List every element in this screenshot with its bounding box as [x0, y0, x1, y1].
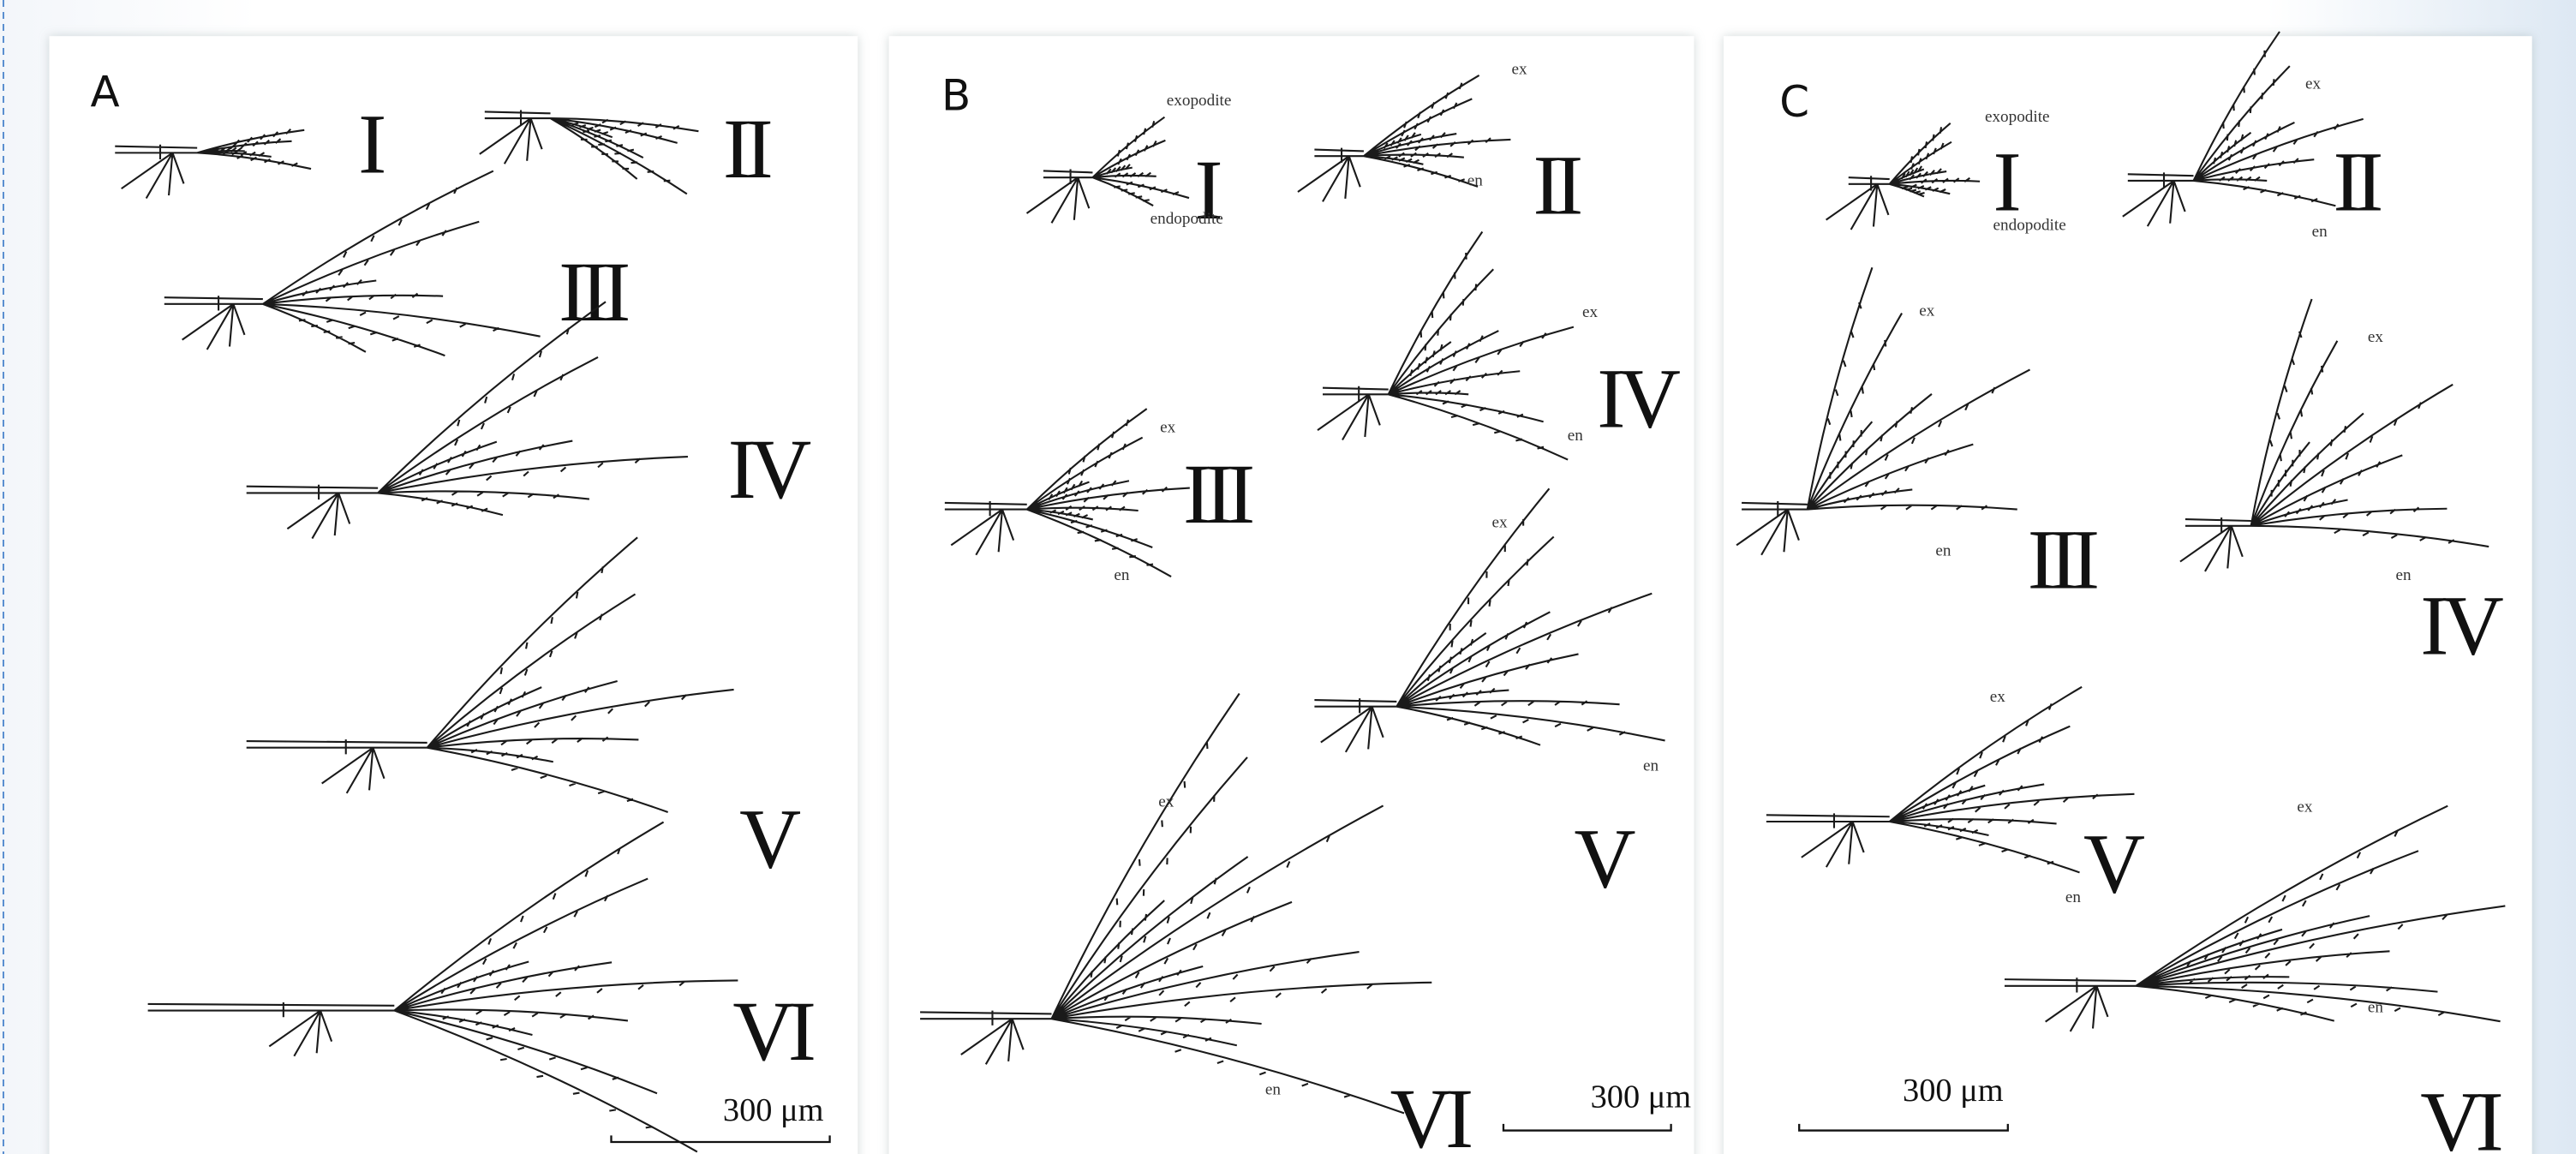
stage-numeral: VI [2420, 1074, 2501, 1154]
stage-numeral: II [723, 101, 771, 196]
stage-numeral: V [2083, 816, 2144, 911]
part-label: ex [1160, 418, 1176, 436]
part-label: en [1568, 427, 1584, 445]
part-label: endopodite [1993, 217, 2066, 235]
part-label: en [1467, 172, 1484, 190]
stage-numeral: IV [2420, 577, 2503, 673]
panel-label: C [1779, 77, 1809, 127]
part-label: en [2368, 998, 2384, 1016]
part-label: en [1935, 541, 1951, 559]
part-label: en [2065, 888, 2082, 906]
stage-numeral: III [559, 244, 628, 339]
part-label: en [2395, 566, 2412, 584]
stage-numeral: V [1574, 811, 1635, 906]
part-label: en [1643, 757, 1659, 775]
stage-numeral: II [2334, 135, 2382, 230]
stage-numeral: IV [728, 422, 811, 517]
stage-numeral: IV [1597, 351, 1680, 446]
part-label: ex [2305, 75, 2322, 93]
part-label: ex [1512, 60, 1528, 78]
stage-numeral: III [2028, 512, 2097, 607]
part-label: ex [2368, 328, 2384, 346]
part-label: exopodite [1985, 108, 2050, 126]
part-label: endopodite [1151, 210, 1223, 228]
part-label: en [2312, 223, 2328, 241]
part-label: exopodite [1167, 92, 1232, 110]
part-label: ex [2297, 798, 2313, 816]
stage-numeral: VI [1390, 1071, 1471, 1154]
scale-label: 300 μm [723, 1092, 824, 1128]
part-label: en [1114, 566, 1130, 584]
scale-label: 300 μm [1591, 1079, 1692, 1115]
stage-numeral: VI [732, 984, 813, 1079]
part-label: ex [1919, 302, 1935, 320]
part-label: en [1265, 1080, 1282, 1098]
stage-numeral: II [1533, 137, 1581, 232]
stage-numeral: III [1183, 446, 1252, 541]
scale-label: 300 μm [1903, 1073, 2004, 1109]
part-label: ex [1990, 688, 2006, 706]
panel-label: B [941, 71, 971, 121]
page: AIIIIIIIVVVI300 μmBIexopoditeendopoditeI… [0, 0, 2576, 1154]
figure: AIIIIIIIVVVI300 μmBIexopoditeendopoditeI… [0, 0, 2576, 1154]
part-label: ex [1158, 793, 1174, 811]
stage-numeral: I [358, 96, 384, 191]
part-label: ex [1492, 514, 1509, 532]
panel-label: A [90, 68, 119, 117]
stage-numeral: V [739, 792, 800, 887]
part-label: ex [1582, 303, 1599, 321]
stage-numeral: I [1993, 135, 2019, 230]
